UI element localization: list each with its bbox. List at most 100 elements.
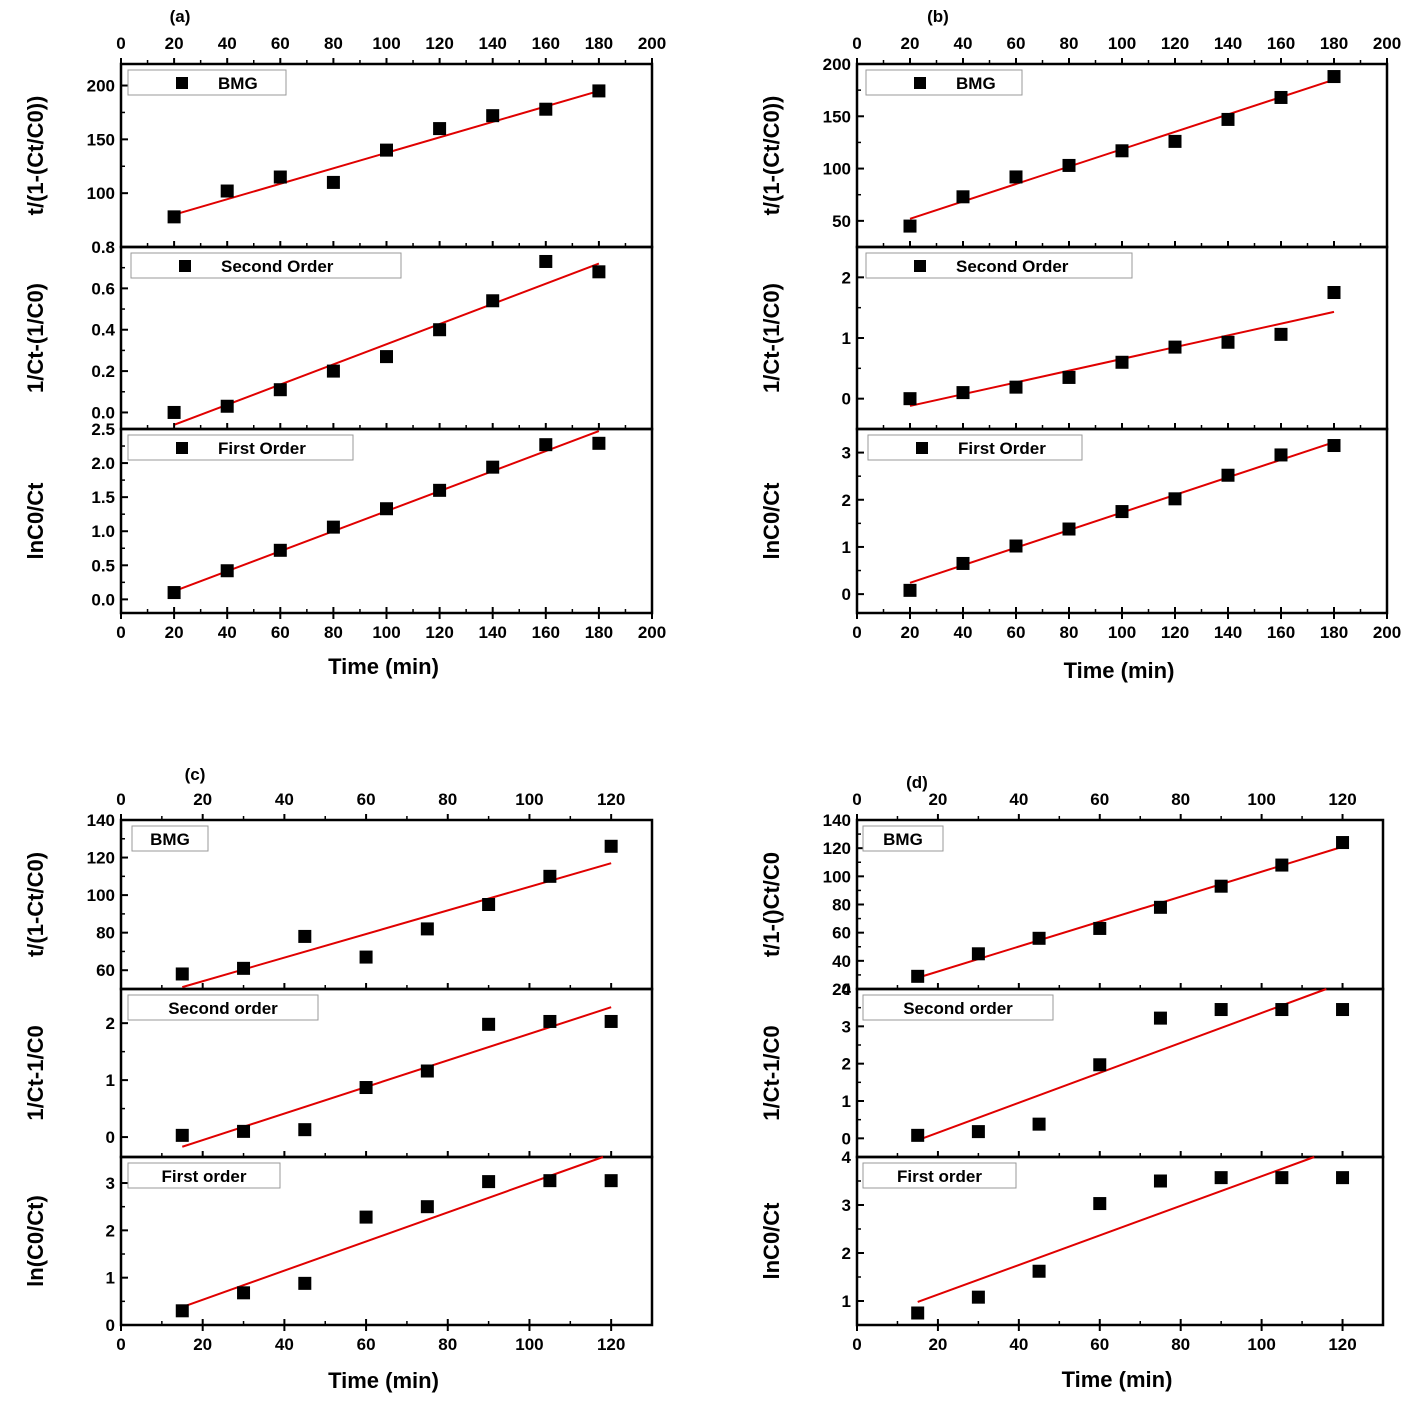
data-point — [592, 436, 606, 450]
y-tick-label: 150 — [823, 107, 851, 126]
data-point — [1221, 335, 1235, 349]
y-tick-label: 40 — [832, 952, 851, 971]
y-tick-label: 3 — [842, 1017, 851, 1036]
top-x-tick-label: 120 — [597, 790, 625, 809]
data-point — [1153, 900, 1167, 914]
data-point — [167, 405, 181, 419]
y-tick-label: 2.5 — [91, 420, 115, 439]
legend-label: First order — [897, 1167, 982, 1186]
y-tick-label: 4 — [842, 1148, 852, 1167]
data-point — [167, 586, 181, 600]
data-point — [1214, 1171, 1228, 1185]
x-tick-label: 120 — [425, 623, 453, 642]
subplot-3: 0 1 2 3 ln(C0/Ct) First order — [23, 1155, 654, 1335]
top-x-tick-label: 0 — [852, 34, 861, 53]
panel-c: (c)6080100120140t/(1-Ct/C0)BMG0121/Ct-1/… — [23, 765, 654, 1393]
data-point — [539, 254, 553, 268]
data-point — [1062, 158, 1076, 172]
legend-label: BMG — [883, 830, 923, 849]
plot-frame — [119, 1155, 654, 1327]
y-tick-label: 80 — [96, 924, 115, 943]
y-axis-label: lnC0/Ct — [759, 1202, 784, 1280]
data-point — [1153, 1011, 1167, 1025]
data-point — [298, 1276, 312, 1290]
panel-label: (c) — [185, 765, 206, 784]
y-axis-label: t/1-()Ct/C0 — [759, 852, 784, 957]
y-tick-label: 1.0 — [91, 522, 115, 541]
y-tick-label: 0.5 — [91, 556, 115, 575]
y-tick-label: 2 — [842, 1055, 851, 1074]
y-tick-label: 0.6 — [91, 279, 115, 298]
data-point — [220, 564, 234, 578]
data-point — [971, 947, 985, 961]
subplot-3: 0 1 2 3 lnC0/Ct First Order — [759, 427, 1389, 615]
data-point — [1327, 286, 1341, 299]
x-tick-label: 20 — [928, 1335, 947, 1354]
x-tick-label: 100 — [515, 1335, 543, 1354]
data-point — [1115, 505, 1129, 519]
data-point — [273, 170, 287, 184]
top-x-tick-label: 180 — [1320, 34, 1348, 53]
data-point — [1062, 522, 1076, 536]
data-point — [1062, 370, 1076, 384]
data-point — [273, 383, 287, 397]
data-point — [359, 1081, 373, 1095]
y-tick-label: 1 — [842, 329, 851, 348]
legend-label: Second Order — [221, 257, 334, 276]
y-tick-label: 2 — [106, 1014, 115, 1033]
subplot-1: 100 150 200 t/(1-(Ct/C0)) BMG — [23, 62, 654, 249]
data-point — [1221, 468, 1235, 482]
data-point — [956, 556, 970, 570]
x-tick-label: 20 — [901, 623, 920, 642]
data-point — [237, 1124, 251, 1138]
top-x-tick-label: 20 — [901, 34, 920, 53]
top-x-tick-label: 200 — [1373, 34, 1401, 53]
top-x-tick-label: 20 — [165, 34, 184, 53]
y-tick-label: 1 — [842, 1092, 851, 1111]
x-tick-label: 60 — [1090, 1335, 1109, 1354]
top-x-tick-label: 120 — [425, 34, 453, 53]
legend-marker — [179, 260, 191, 272]
subplot-2: 0.0 0.2 0.4 0.6 0.8 1/Ct-(1/C0) Second Order — [23, 238, 654, 431]
panel-label: (a) — [170, 7, 191, 26]
legend-label: BMG — [218, 74, 258, 93]
top-x-tick-label: 120 — [1161, 34, 1189, 53]
fit-line — [173, 262, 600, 426]
legend-marker — [176, 77, 188, 89]
legend-marker — [176, 442, 188, 454]
data-point — [1336, 836, 1350, 850]
data-point — [175, 1128, 189, 1142]
x-tick-label: 60 — [357, 1335, 376, 1354]
top-x-tick-label: 140 — [1214, 34, 1242, 53]
y-axis-label: t/(1-(Ct/C0)) — [23, 96, 48, 216]
data-point — [1115, 144, 1129, 158]
y-axis-label: ln(C0/Ct) — [23, 1195, 48, 1287]
data-point — [433, 323, 447, 337]
subplot-1: 20 40 60 80 100 120 140 t/1-()Ct/C0 BMG — [759, 811, 1385, 999]
data-point — [380, 143, 393, 157]
panel-b: (b)50100150200t/(1-(Ct/C0))BMG0121/Ct-(1… — [759, 7, 1401, 683]
top-x-tick-label: 60 — [1090, 790, 1109, 809]
data-point — [1115, 355, 1129, 369]
data-point — [1275, 1003, 1289, 1017]
data-point — [326, 520, 340, 534]
x-tick-label: 200 — [638, 623, 666, 642]
x-tick-label: 100 — [1108, 623, 1136, 642]
legend-label: First Order — [218, 439, 306, 458]
y-axis-label: lnC0/Ct — [759, 482, 784, 560]
y-tick-label: 0 — [842, 585, 851, 604]
top-x-tick-label: 100 — [1247, 790, 1275, 809]
data-point — [592, 265, 606, 279]
data-point — [420, 1200, 434, 1214]
x-tick-label: 60 — [1007, 623, 1026, 642]
data-point — [482, 898, 496, 911]
data-point — [543, 1174, 557, 1188]
data-point — [1032, 931, 1046, 945]
data-point — [1009, 539, 1023, 553]
x-tick-label: 20 — [165, 623, 184, 642]
top-x-tick-label: 180 — [585, 34, 613, 53]
data-point — [911, 969, 925, 983]
data-point — [380, 502, 393, 516]
top-x-tick-label: 80 — [1171, 790, 1190, 809]
data-point — [1009, 380, 1023, 394]
